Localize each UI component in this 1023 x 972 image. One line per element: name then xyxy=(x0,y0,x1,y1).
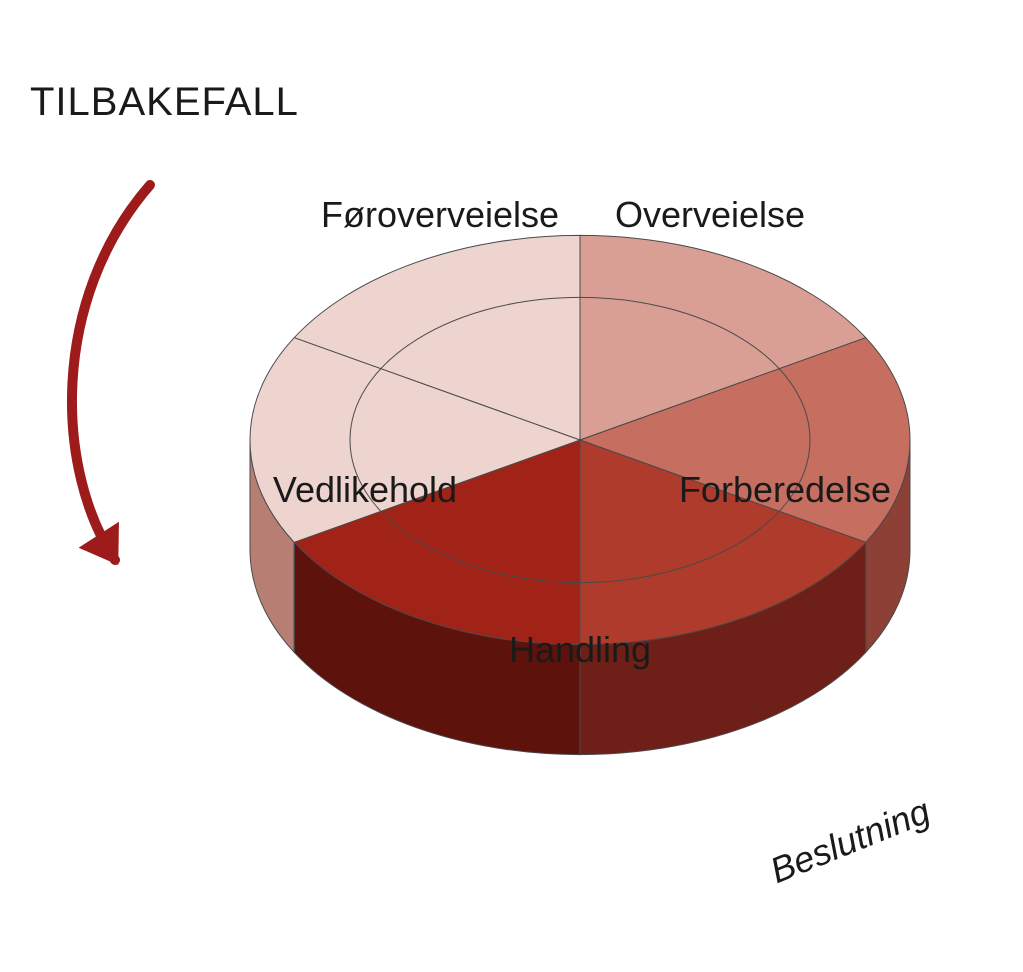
tilbakefall-arrow-shaft xyxy=(72,185,150,560)
label-vedlikehold: Vedlikehold xyxy=(273,469,457,511)
label-overveielse: Overveielse xyxy=(615,194,805,236)
diagram-stage: { "canvas": { "width": 1023, "height": 9… xyxy=(0,0,1023,972)
title-tilbakefall: TILBAKEFALL xyxy=(30,80,299,125)
label-foroverveielse: Føroverveielse xyxy=(321,194,559,236)
label-handling: Handling xyxy=(509,629,651,671)
label-forberedelse: Forberedelse xyxy=(679,469,891,511)
